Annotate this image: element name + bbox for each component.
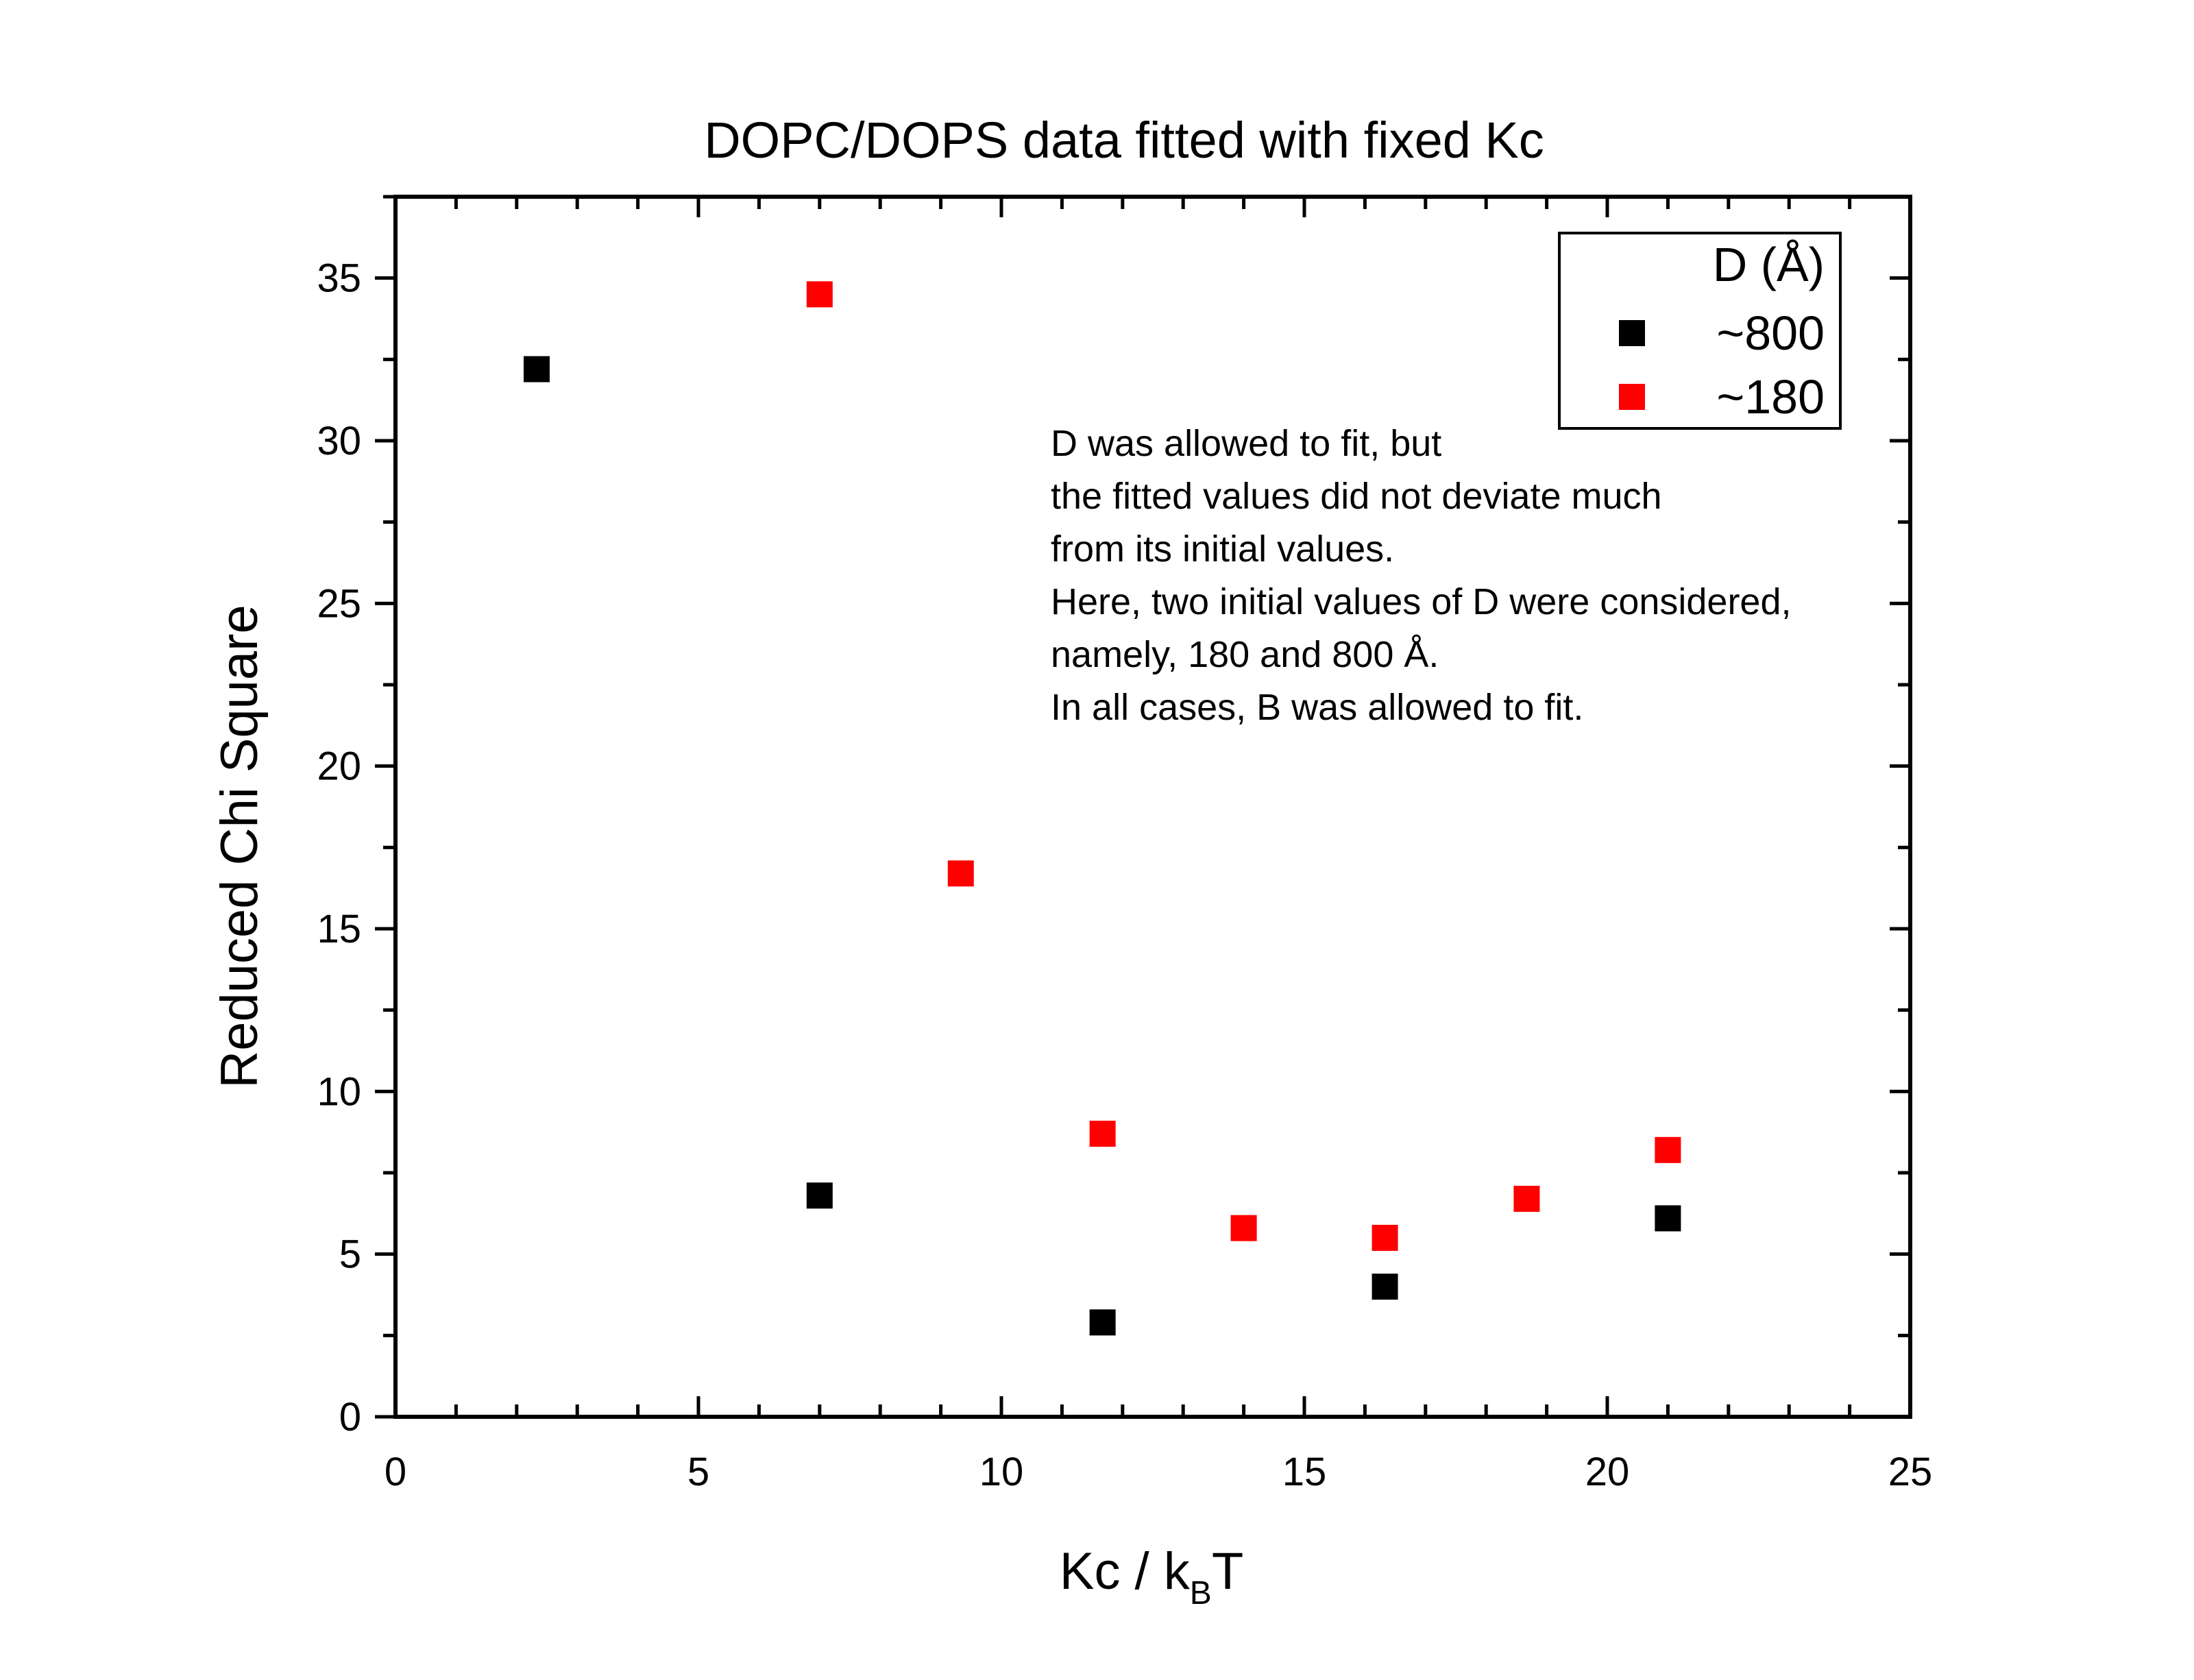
data-point-180	[1089, 1121, 1116, 1147]
x-tick-label: 20	[1585, 1450, 1630, 1494]
legend-label-180: ~180	[1716, 370, 1825, 424]
legend-title: D (Å)	[1713, 238, 1825, 291]
axis-ticks	[375, 195, 1912, 1419]
annotation-line: the fitted values did not deviate much	[1051, 476, 1662, 517]
y-tick-label: 30	[317, 419, 361, 463]
chart-title: DOPC/DOPS data fitted with fixed Kc	[704, 112, 1544, 169]
plot-area: 0 5 10 15 20 25 0 5 10 15 20 25 30 35	[317, 195, 1932, 1494]
data-point-180	[1372, 1224, 1398, 1251]
x-tick-label: 25	[1888, 1450, 1933, 1494]
data-point-800	[523, 356, 550, 382]
data-point-180	[1513, 1185, 1540, 1212]
y-tick-label: 15	[317, 907, 361, 951]
data-point-800	[806, 1182, 833, 1209]
legend-label-800: ~800	[1716, 306, 1825, 360]
y-tick-label: 20	[317, 744, 361, 789]
data-point-180	[1655, 1136, 1681, 1163]
y-tick-label: 5	[339, 1232, 361, 1277]
annotation-line: In all cases, B was allowed to fit.	[1051, 687, 1583, 728]
legend: D (Å) ~800 ~180	[1558, 232, 1842, 430]
annotation-line: Here, two initial values of D were consi…	[1051, 581, 1792, 622]
x-axis-label: Kc / kBT	[1060, 1542, 1244, 1611]
plot-frame	[393, 195, 1912, 1419]
data-point-180	[947, 860, 974, 887]
x-tick-label: 0	[385, 1450, 406, 1494]
y-tick-label: 35	[317, 256, 361, 301]
data-points	[523, 281, 1681, 1336]
data-point-180	[1230, 1215, 1257, 1241]
x-axis-label-tail: T	[1212, 1542, 1243, 1600]
y-axis-label: Reduced Chi Square	[210, 605, 269, 1088]
legend-box	[1558, 232, 1842, 430]
x-axis-label-sub: B	[1190, 1575, 1212, 1611]
data-point-800	[1089, 1309, 1116, 1336]
x-axis-label-main: Kc / k	[1060, 1542, 1191, 1600]
annotation-text: D was allowed to fit, but the fitted val…	[1051, 423, 1792, 728]
x-tick-label: 15	[1282, 1450, 1327, 1494]
annotation-line: from its initial values.	[1051, 528, 1394, 570]
x-tick-label: 10	[979, 1450, 1024, 1494]
y-tick-label: 0	[339, 1395, 361, 1439]
legend-marker-800	[1619, 320, 1645, 346]
data-point-180	[806, 281, 833, 308]
y-tick-label: 25	[317, 581, 361, 626]
x-tick-labels: 0 5 10 15 20 25	[385, 1450, 1932, 1494]
data-point-800	[1372, 1274, 1398, 1300]
legend-marker-180	[1619, 384, 1645, 410]
y-tick-label: 10	[317, 1069, 361, 1114]
annotation-line: D was allowed to fit, but	[1051, 423, 1441, 464]
y-tick-labels: 0 5 10 15 20 25 30 35	[317, 256, 361, 1439]
annotation-line: namely, 180 and 800 Å.	[1051, 634, 1439, 675]
x-tick-label: 5	[687, 1450, 709, 1494]
data-point-800	[1655, 1205, 1681, 1232]
